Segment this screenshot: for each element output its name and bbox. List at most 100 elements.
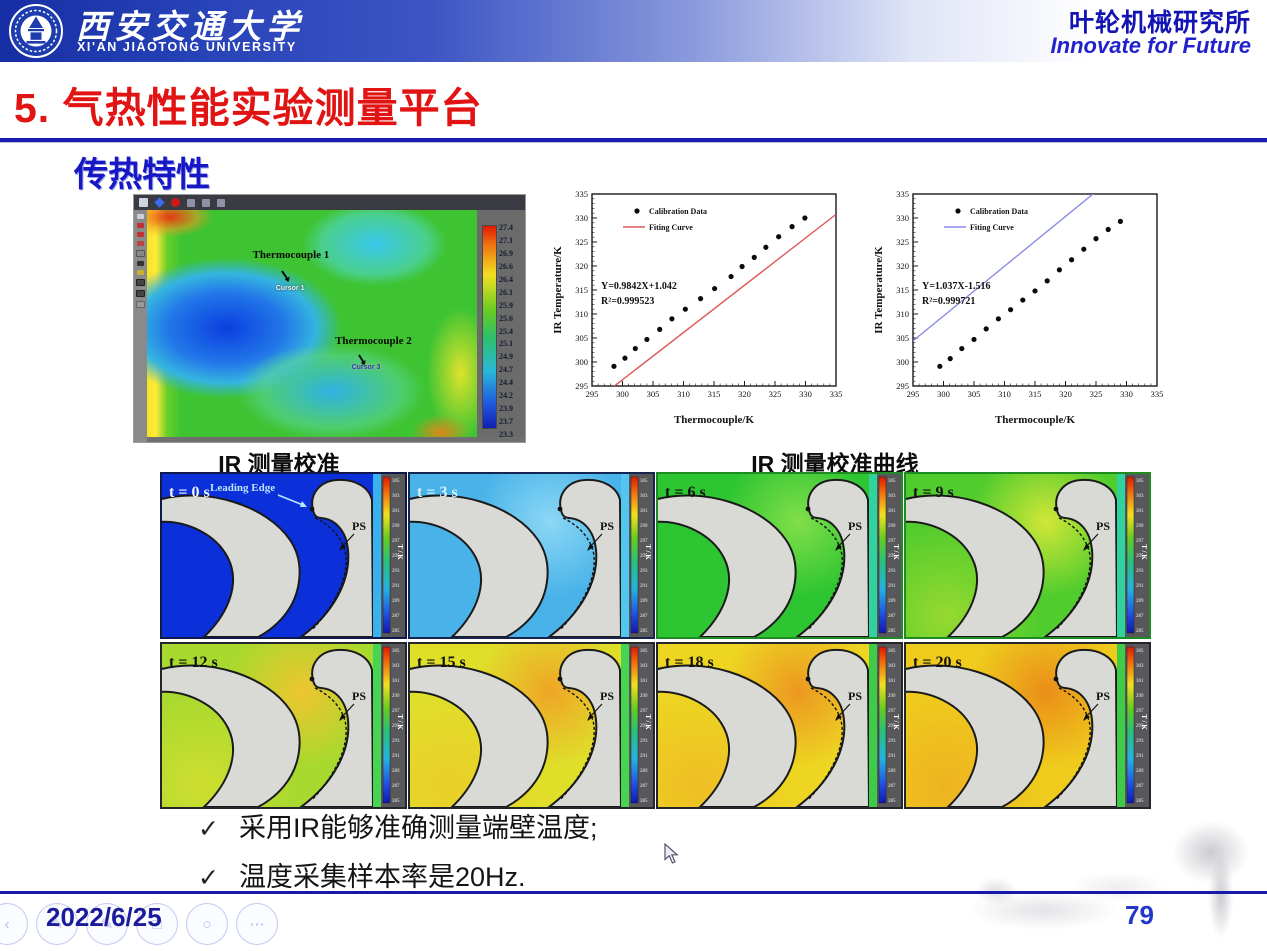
highlighter-icon[interactable]: ✎: [86, 903, 128, 945]
calibration-chart-1: 295 295 300 300 305 305 310 310 315 315 320 320 325 3…: [545, 186, 845, 433]
svg-text:320: 320: [575, 261, 588, 271]
tool-icon[interactable]: [187, 198, 195, 207]
svg-text:Y=0.9842X+1.042: Y=0.9842X+1.042: [601, 281, 677, 292]
tool-icon[interactable]: [217, 198, 225, 207]
time-label: t = 6 s: [665, 484, 706, 501]
ir-colorbar-tick: 23.7: [499, 417, 513, 427]
colorbar-unit-label: T / K: [1140, 544, 1148, 560]
previous-slide-icon[interactable]: ‹: [0, 903, 28, 945]
university-name-en: XI'AN JIAOTONG UNIVERSITY: [77, 40, 297, 54]
svg-text:303: 303: [392, 494, 400, 499]
svg-text:293: 293: [1136, 739, 1144, 744]
slide-panel-icon[interactable]: □: [136, 903, 178, 945]
svg-text:297: 297: [392, 539, 400, 544]
diamond-tool-icon[interactable]: [154, 197, 165, 208]
ir-colorbar-tick: 26.6: [499, 261, 513, 271]
pen-icon[interactable]: ✎: [36, 903, 78, 945]
colorbar-unit-label: T / K: [396, 714, 404, 730]
blade-panel: PS t = 3 s 305 303 301 299 297 295 293 291 289 287 2…: [408, 472, 655, 639]
more-options-icon[interactable]: ⋯: [236, 903, 278, 945]
svg-text:293: 293: [888, 569, 896, 574]
svg-text:315: 315: [708, 389, 721, 399]
svg-text:289: 289: [392, 769, 400, 774]
svg-text:310: 310: [677, 389, 690, 399]
svg-text:287: 287: [392, 614, 400, 619]
svg-text:295: 295: [392, 554, 400, 559]
svg-text:299: 299: [392, 524, 400, 529]
svg-text:310: 310: [575, 309, 588, 319]
thermocouple2-arrow-icon: [358, 354, 366, 366]
section-title: 传热特性: [74, 156, 210, 194]
ps-label: PS: [352, 689, 366, 703]
blade-temperature-grid: PS Leading Edge t = 0 s 305 303 301 299 297 295 2…: [160, 472, 1151, 809]
svg-text:305: 305: [647, 389, 660, 399]
svg-text:291: 291: [1136, 754, 1144, 759]
ir-colorbar-tick: 25.9: [499, 300, 513, 310]
thermocouple1-label: Thermocouple 1: [252, 248, 330, 261]
svg-text:285: 285: [640, 799, 648, 804]
bullet-item: ✓ 温度采集样本率是20Hz.: [198, 855, 597, 894]
tool-icon[interactable]: [202, 198, 210, 207]
blade-panel: PS t = 6 s 305 303 301 299 297 295 293 291 289 287 2…: [656, 472, 903, 639]
svg-text:287: 287: [888, 614, 896, 619]
svg-text:289: 289: [1136, 599, 1144, 604]
svg-text:Fiting Curve: Fiting Curve: [649, 223, 693, 232]
svg-text:320: 320: [738, 389, 751, 399]
svg-text:291: 291: [640, 754, 648, 759]
ir-colorbar-gradient: [482, 225, 497, 429]
svg-text:310: 310: [896, 309, 909, 319]
ir-side-toolbar[interactable]: [134, 210, 147, 442]
svg-text:305: 305: [640, 479, 648, 484]
page-title: 5. 气热性能实验测量平台: [14, 85, 483, 131]
svg-text:291: 291: [392, 584, 400, 589]
svg-text:325: 325: [896, 237, 909, 247]
ir-colorbar-tick: 24.2: [499, 391, 513, 401]
svg-text:Calibration Data: Calibration Data: [649, 207, 707, 216]
svg-text:335: 335: [896, 189, 909, 199]
svg-text:305: 305: [392, 479, 400, 484]
ir-colorbar-tick: 23.9: [499, 404, 513, 414]
colorbar-unit-label: T / K: [1140, 714, 1148, 730]
footer-divider: [0, 891, 1267, 894]
svg-text:287: 287: [888, 784, 896, 789]
colorbar-unit-label: T / K: [892, 544, 900, 560]
svg-text:295: 295: [640, 724, 648, 729]
svg-text:310: 310: [998, 389, 1011, 399]
svg-text:330: 330: [1120, 389, 1133, 399]
svg-text:287: 287: [1136, 784, 1144, 789]
svg-text:335: 335: [1151, 389, 1164, 399]
svg-text:R²=0.999523: R²=0.999523: [601, 296, 654, 307]
menu-icon[interactable]: [139, 198, 148, 207]
svg-text:301: 301: [392, 509, 400, 514]
zoom-icon[interactable]: ○: [186, 903, 228, 945]
svg-text:293: 293: [640, 739, 648, 744]
svg-text:Thermocouple/K: Thermocouple/K: [674, 414, 754, 426]
svg-text:325: 325: [575, 237, 588, 247]
mouse-cursor-icon: [664, 843, 679, 864]
svg-text:301: 301: [1136, 509, 1144, 514]
svg-text:315: 315: [1029, 389, 1042, 399]
svg-text:315: 315: [896, 285, 909, 295]
svg-text:297: 297: [392, 709, 400, 714]
svg-text:293: 293: [1136, 569, 1144, 574]
svg-text:305: 305: [888, 649, 896, 654]
footer-date: 2022/6/25: [46, 902, 162, 932]
svg-text:293: 293: [392, 569, 400, 574]
summary-bullets: ✓ 采用IR能够准确测量端壁温度; ✓ 温度采集样本率是20Hz.: [198, 806, 597, 904]
ir-colorbar-tick: 26.1: [499, 287, 513, 297]
check-icon: ✓: [198, 864, 219, 892]
time-label: t = 12 s: [169, 654, 218, 671]
svg-text:300: 300: [896, 357, 909, 367]
svg-text:300: 300: [937, 389, 950, 399]
svg-text:291: 291: [640, 584, 648, 589]
svg-text:320: 320: [896, 261, 909, 271]
time-label: t = 9 s: [913, 484, 954, 501]
svg-text:289: 289: [888, 599, 896, 604]
svg-text:297: 297: [888, 539, 896, 544]
record-icon[interactable]: [171, 198, 180, 207]
ir-colorbar-tick: 24.7: [499, 365, 513, 375]
svg-text:305: 305: [575, 333, 588, 343]
svg-text:300: 300: [616, 389, 629, 399]
svg-text:299: 299: [640, 694, 648, 699]
